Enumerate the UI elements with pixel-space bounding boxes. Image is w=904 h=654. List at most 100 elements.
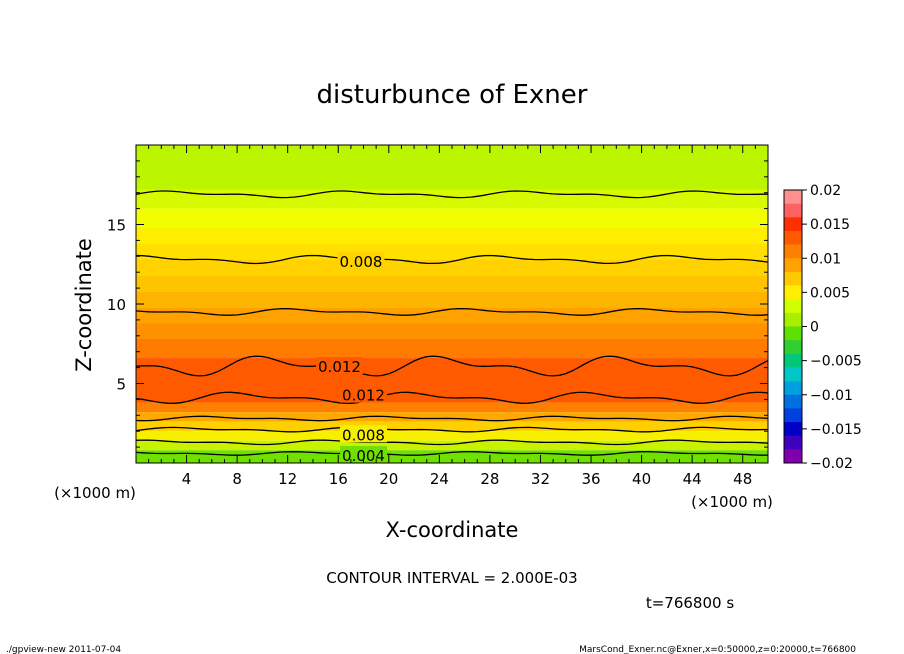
colorbar-segment [784,422,802,436]
colorbar-segment [784,367,802,382]
colorbar-segment [784,190,802,204]
contour-band-3 [136,227,768,244]
contour-band-7 [136,291,768,308]
contour-field [136,145,768,463]
colorbar-segment [784,381,802,396]
contour-band-11 [136,358,768,403]
contour-label-text: 0.008 [342,426,385,444]
contour-label-3: 0.008 [340,425,388,444]
x-tick-label: 36 [581,470,600,488]
x-axis-label: X-coordinate [386,518,519,542]
contour-band-4 [136,243,768,260]
x-axis-ticks: 4 8 12 16 20 24 28 32 36 40 44 48 [148,145,756,488]
colorbar-tick-label: −0.015 [810,422,862,438]
chart-title: disturbunce of Exner [317,80,588,110]
contour-label-bg [316,357,364,375]
colorbar-ticks: 0.02 0.015 0.01 0.005 0 −0.005 −0.01 −0.015 −0.0… [802,183,862,472]
colorbar-tick-label: 0.02 [810,183,841,199]
contour-band-12 [136,402,768,413]
contour-label-bg [340,425,388,443]
colorbar [783,189,803,464]
contour-label-text: 0.008 [340,253,383,271]
contour-label-2: 0.012 [340,385,388,405]
x-tick-label: 20 [379,470,398,488]
contour-band-2 [136,208,768,228]
contour-label-bg [340,385,388,403]
colorbar-segment [784,353,802,368]
contour-band-15 [136,431,768,441]
colorbar-segment [784,203,802,218]
x-tick-label: 24 [430,470,449,488]
contour-band-6 [136,275,768,292]
contour-label-text: 0.012 [318,358,361,376]
x-tick-label: 16 [329,470,348,488]
contour-line-0 [135,190,768,199]
colorbar-tick-label: 0.01 [810,251,841,267]
contour-label-1: 0.012 [316,357,364,376]
colorbar-segment [784,217,802,232]
contour-label-bg [340,446,388,464]
footer-right: MarsCond_Exner.nc@Exner,x=0:50000,z=0:20… [579,645,856,654]
x-tick-label: 44 [683,470,702,488]
y-axis-ticks: 5 10 15 [107,160,768,448]
colorbar-segment [784,299,802,314]
contour-lines [135,190,769,456]
x-tick-label: 4 [182,470,192,488]
colorbar-segment [784,408,802,423]
x-axis-unit: (×1000 m) [691,493,773,511]
contour-labels: 0.008 0.012 0.012 0.008 0.004 [316,252,388,465]
contour-band-10 [136,338,768,359]
contour-interval: CONTOUR INTERVAL = 2.000E-03 [326,569,577,587]
contour-line-7 [135,439,769,446]
contour-line-8 [135,451,768,456]
x-tick-label: 28 [480,470,499,488]
colorbar-tick-label: −0.01 [810,388,853,404]
footer-left: ./gpview-new 2011-07-04 [6,645,121,654]
colorbar-segment [784,394,802,409]
colorbar-segment [784,449,802,464]
colorbar-segment [784,340,802,355]
contour-label-bg [337,252,385,270]
contour-band-1 [136,189,768,209]
colorbar-segment [784,285,802,300]
y-tick-label: 10 [107,296,126,314]
contour-label-text: 0.012 [342,387,385,405]
colorbar-segment [784,312,802,327]
y-axis-unit: (×1000 m) [54,484,136,502]
colorbar-segment [784,326,802,341]
contour-label-4: 0.004 [340,446,388,465]
x-tick-label: 32 [531,470,550,488]
colorbar-segment [784,244,802,259]
colorbar-tick-label: −0.005 [810,354,862,370]
colorbar-segment [784,230,802,245]
contour-band-0 [136,145,768,190]
contour-label-text: 0.004 [342,447,385,465]
contour-band-9 [136,323,768,339]
contour-band-14 [136,421,768,432]
contour-line-3 [135,355,769,377]
contour-line-4 [135,391,769,404]
contour-line-5 [135,415,769,422]
contour-line-2 [135,308,769,316]
colorbar-segment [784,435,802,450]
colorbar-tick-label: 0 [810,320,819,336]
x-tick-label: 8 [232,470,242,488]
time-stamp: t=766800 s [646,594,734,612]
contour-line-6 [135,426,769,433]
contour-band-17 [136,450,768,463]
contour-label-0: 0.008 [337,252,385,271]
y-axis-label: Z-coordinate [72,238,96,372]
colorbar-segment [784,271,802,286]
x-tick-label: 48 [733,470,752,488]
x-tick-label: 12 [278,470,297,488]
colorbar-tick-label: 0.015 [810,217,850,233]
contour-line-1 [135,254,769,265]
y-tick-label: 5 [116,376,126,394]
contour-band-16 [136,440,768,451]
contour-band-13 [136,412,768,422]
colorbar-segment [784,258,802,273]
x-tick-label: 40 [632,470,651,488]
colorbar-tick-label: −0.02 [810,456,853,472]
y-tick-label: 15 [107,217,126,235]
